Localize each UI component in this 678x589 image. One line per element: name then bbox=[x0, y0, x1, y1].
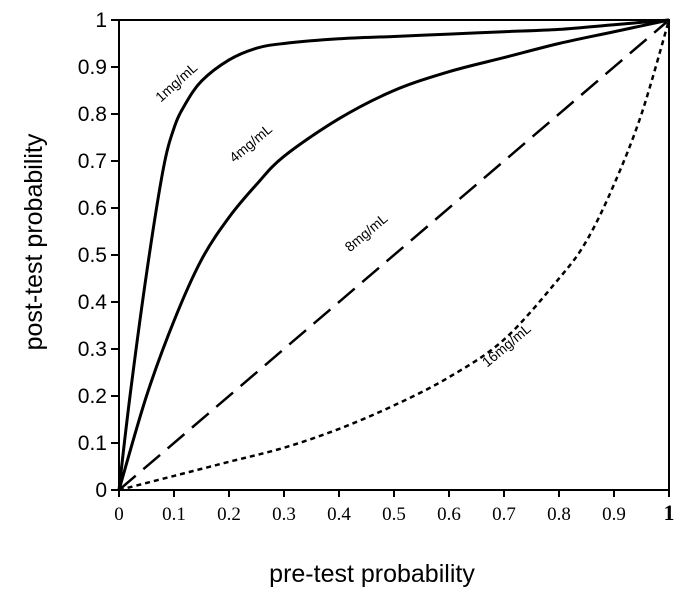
series-line-1mg-ml bbox=[117, 18, 670, 491]
x-tick-label: 0.7 bbox=[492, 504, 516, 525]
y-tick-label: 0.2 bbox=[78, 385, 107, 408]
y-tick-label: 0.8 bbox=[78, 103, 107, 126]
x-tick-label: 0 bbox=[114, 504, 124, 525]
y-axis-label: post-test probability bbox=[20, 133, 48, 350]
x-tick-label: 0.2 bbox=[217, 504, 241, 525]
curve-label: 4mg/mL bbox=[226, 121, 275, 166]
curve-label: 16mg/mL bbox=[479, 320, 534, 370]
x-tick-label: 0.5 bbox=[382, 504, 406, 525]
x-tick-label: 1 bbox=[664, 500, 675, 525]
y-tick-label: 0.6 bbox=[78, 197, 107, 220]
y-tick-label: 0.9 bbox=[78, 56, 107, 79]
x-tick-label: 0.9 bbox=[602, 504, 626, 525]
series-line-16mg-ml bbox=[118, 19, 671, 492]
x-tick-label: 0.8 bbox=[547, 504, 571, 525]
curves bbox=[117, 18, 671, 492]
curve-label: 1mg/mL bbox=[152, 59, 200, 105]
y-tick-label: 1 bbox=[95, 9, 107, 32]
x-tick-label: 0.6 bbox=[437, 504, 461, 525]
curve-labels: 1mg/mL 4mg/mL 8mg/mL 16mg/mL bbox=[152, 59, 534, 370]
y-tick-label: 0.3 bbox=[78, 338, 107, 361]
y-tick-label: 0.1 bbox=[78, 432, 107, 455]
x-tick-label: 0.3 bbox=[272, 504, 296, 525]
x-tick-label: 0.4 bbox=[327, 504, 351, 525]
x-axis: 0 0.1 0.2 0.3 0.4 0.5 0.6 0.7 0.8 0.9 1 bbox=[114, 490, 675, 525]
series-line-8mg-ml bbox=[118, 19, 670, 491]
y-axis: 0 0.1 0.2 0.3 0.4 0.5 0.6 0.7 0.8 0.9 1 bbox=[78, 9, 119, 502]
x-tick-label: 0.1 bbox=[162, 504, 186, 525]
y-tick-label: 0 bbox=[95, 479, 107, 502]
x-axis-label: pre-test probability bbox=[269, 560, 475, 588]
series-line-4mg-ml bbox=[117, 18, 670, 491]
curve-label: 8mg/mL bbox=[342, 210, 391, 255]
y-tick-label: 0.5 bbox=[78, 244, 107, 267]
y-tick-label: 0.4 bbox=[78, 291, 108, 314]
y-tick-label: 0.7 bbox=[78, 150, 107, 173]
